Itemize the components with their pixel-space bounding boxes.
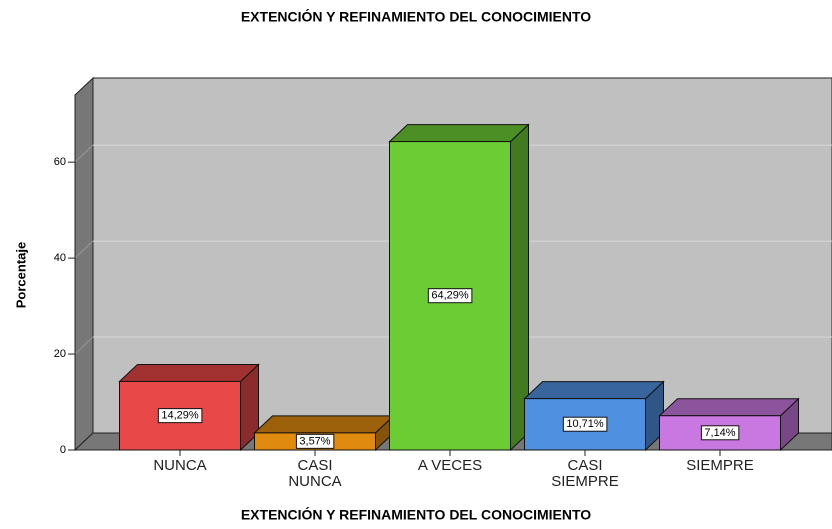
grid-line xyxy=(74,240,94,259)
x-axis-label: EXTENCIÓN Y REFINAMIENTO DEL CONOCIMIENT… xyxy=(241,506,591,523)
value-label: 14,29% xyxy=(161,410,199,422)
value-label: 10,71% xyxy=(566,418,604,430)
y-tick-label: 20 xyxy=(54,348,66,360)
side-wall xyxy=(74,76,94,452)
x-tick-label: CASI NUNCA xyxy=(288,457,342,490)
bar-top xyxy=(388,124,530,143)
x-tick-label: SIEMPRE xyxy=(686,457,754,474)
value-label: 64,29% xyxy=(431,290,469,302)
grid-line xyxy=(74,336,94,355)
x-tick-label: A VECES xyxy=(417,457,483,474)
bar-top xyxy=(658,398,800,417)
value-label: 7,14% xyxy=(704,427,735,439)
grid-line xyxy=(74,144,94,163)
y-tick-label: 40 xyxy=(54,252,66,264)
value-label-box xyxy=(427,288,473,304)
chart-title: EXTENCIÓN Y REFINAMIENTO DEL CONOCIMIENT… xyxy=(241,8,591,25)
bar-top xyxy=(523,381,665,400)
value-label: 3,57% xyxy=(299,435,330,447)
value-label-box xyxy=(700,425,740,441)
x-tick-label: CASI SIEMPRE xyxy=(551,457,619,490)
value-label-box xyxy=(562,416,608,432)
value-label-box xyxy=(157,408,203,424)
bar-top xyxy=(118,363,260,382)
bar-top xyxy=(253,415,395,434)
y-tick-label: 0 xyxy=(60,444,66,456)
x-tick-label: NUNCA xyxy=(153,457,207,474)
y-tick-label: 60 xyxy=(54,156,66,168)
y-axis-label: Porcentaje xyxy=(13,242,28,308)
value-label-box xyxy=(295,433,335,449)
